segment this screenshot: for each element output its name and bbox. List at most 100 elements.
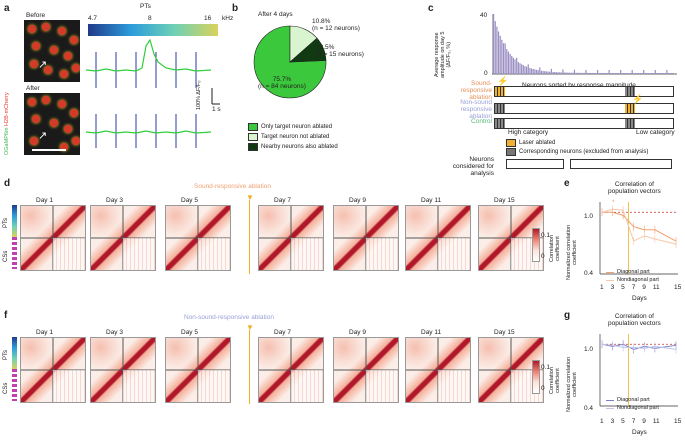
histogram-bar xyxy=(493,14,495,74)
ablation-bar-1 xyxy=(494,86,674,97)
laser-icon: ⚡ xyxy=(497,76,509,86)
histogram-bar xyxy=(578,72,580,74)
before-label: Before xyxy=(26,12,46,19)
f-ablation-label: Non-sound-responsive ablation xyxy=(184,314,274,321)
histogram-bar xyxy=(563,72,566,74)
histogram-bar xyxy=(613,72,615,74)
x-tick-label: 1 xyxy=(600,284,604,291)
x-tick-label: 9 xyxy=(642,284,646,291)
histogram-bar xyxy=(662,72,665,74)
f-cbar-label: Correlation coefficient xyxy=(549,367,561,394)
f-triangle-icon: ▼ xyxy=(246,323,254,332)
e-line-chart xyxy=(599,202,678,275)
histogram-bar xyxy=(554,72,556,74)
histogram-bar xyxy=(626,72,628,74)
day-label: Day 9 xyxy=(349,197,366,204)
f-colorbar xyxy=(532,360,540,394)
day-label: Day 1 xyxy=(36,329,53,336)
histogram-bar xyxy=(559,72,561,74)
histogram-bar xyxy=(534,69,536,74)
considered-bar-2 xyxy=(570,159,672,169)
histogram-bar xyxy=(522,65,524,74)
histogram-bar xyxy=(593,72,595,74)
before-image: ↗ xyxy=(24,20,80,82)
histogram-bar xyxy=(615,72,617,74)
histogram-bar xyxy=(540,70,543,74)
x-tick-label: 7 xyxy=(631,284,636,291)
histogram-bar xyxy=(605,72,607,74)
histogram-bar xyxy=(610,72,612,74)
day-label: Day 7 xyxy=(274,197,291,204)
histogram-bar xyxy=(596,69,599,74)
histogram-bar xyxy=(529,67,531,74)
gcamp-label: OGaMP6m H2B-mCherry xyxy=(4,92,10,155)
after-image: ↗ xyxy=(24,93,80,155)
e-ytick: 1.0 xyxy=(584,213,594,220)
histogram-bar xyxy=(519,63,521,74)
freq-tick-mid: 8 xyxy=(148,15,152,22)
g-title: Correlation of population vectors xyxy=(608,313,661,327)
histogram-bar xyxy=(577,72,579,74)
pie-label-big: 75.7% (n = 84 neurons) xyxy=(258,76,306,90)
panel-b-letter: b xyxy=(232,3,239,14)
histogram-bar xyxy=(661,72,663,74)
histogram-bar xyxy=(641,72,643,74)
histogram-bar xyxy=(580,72,582,74)
x-tick-label: 5 xyxy=(621,418,625,425)
histogram-bar xyxy=(583,72,585,74)
series-line xyxy=(602,211,677,242)
pie-title: After 4 days xyxy=(258,11,293,18)
control-bar xyxy=(494,118,674,129)
laser-icon: ⚡ xyxy=(632,94,644,104)
x-tick-label: 3 xyxy=(610,284,615,291)
histogram-bar xyxy=(639,72,642,74)
x-tick-label: 15 xyxy=(674,284,682,291)
day-label: Day 9 xyxy=(349,329,366,336)
day-label: Day 5 xyxy=(181,329,198,336)
f-cbar-top: 0.1 xyxy=(541,364,551,371)
histogram-bar xyxy=(598,72,600,74)
histogram-bar xyxy=(565,72,567,74)
sorted-label: Neurons sorted by response magnitude xyxy=(522,82,636,89)
histogram-bar xyxy=(514,59,516,74)
panel-f-letter: f xyxy=(4,310,8,321)
histogram-bar xyxy=(628,72,630,74)
d-pts-label: PTs xyxy=(3,217,9,228)
histogram-bar xyxy=(532,68,534,74)
histogram-bar xyxy=(572,72,574,74)
histogram-bar xyxy=(634,72,637,74)
histogram-bar xyxy=(530,68,533,74)
histogram-bar xyxy=(557,72,559,74)
histogram-bar xyxy=(648,72,650,74)
row-non-sound: Non-sound responsive ablation xyxy=(460,99,492,120)
g-legend: Diagonal part Nondiagonal part xyxy=(606,396,659,412)
e-ytick: 0.4 xyxy=(584,270,594,277)
histogram-bar xyxy=(636,72,638,74)
histogram-bar xyxy=(590,72,592,74)
scale-y-label: 100% ΔF/F₀ xyxy=(196,80,202,110)
correlation-heatmap xyxy=(258,337,324,403)
arrow-icon: ↗ xyxy=(38,130,48,142)
histogram-bar xyxy=(509,53,511,74)
panel-a-letter: a xyxy=(4,3,10,14)
histogram-bar xyxy=(524,65,526,74)
correlation-heatmap xyxy=(405,337,471,403)
legend-corresponding: Corresponding neurons (excluded from ana… xyxy=(506,148,648,156)
ablation-bar-2 xyxy=(494,103,674,114)
correlation-heatmap xyxy=(258,205,324,271)
high-category-label: High category xyxy=(508,129,549,136)
day-label: Day 3 xyxy=(106,329,123,336)
legend-item: Target neuron not ablated xyxy=(248,132,338,142)
histogram-bar xyxy=(664,72,666,74)
x-tick-label: 5 xyxy=(621,284,625,291)
histogram-bar xyxy=(669,72,671,74)
f-pts-label: PTs xyxy=(3,349,9,360)
histogram-bar xyxy=(496,26,498,74)
frequency-colorbar xyxy=(88,24,218,36)
histogram-bar xyxy=(629,72,632,74)
d-cbar-label: Correlation coefficient xyxy=(549,235,561,262)
pie-legend: Only target neuron ablated Target neuron… xyxy=(248,122,338,152)
histogram-bar xyxy=(659,72,661,74)
histogram-bar xyxy=(666,69,668,74)
histogram-bar xyxy=(672,72,675,74)
